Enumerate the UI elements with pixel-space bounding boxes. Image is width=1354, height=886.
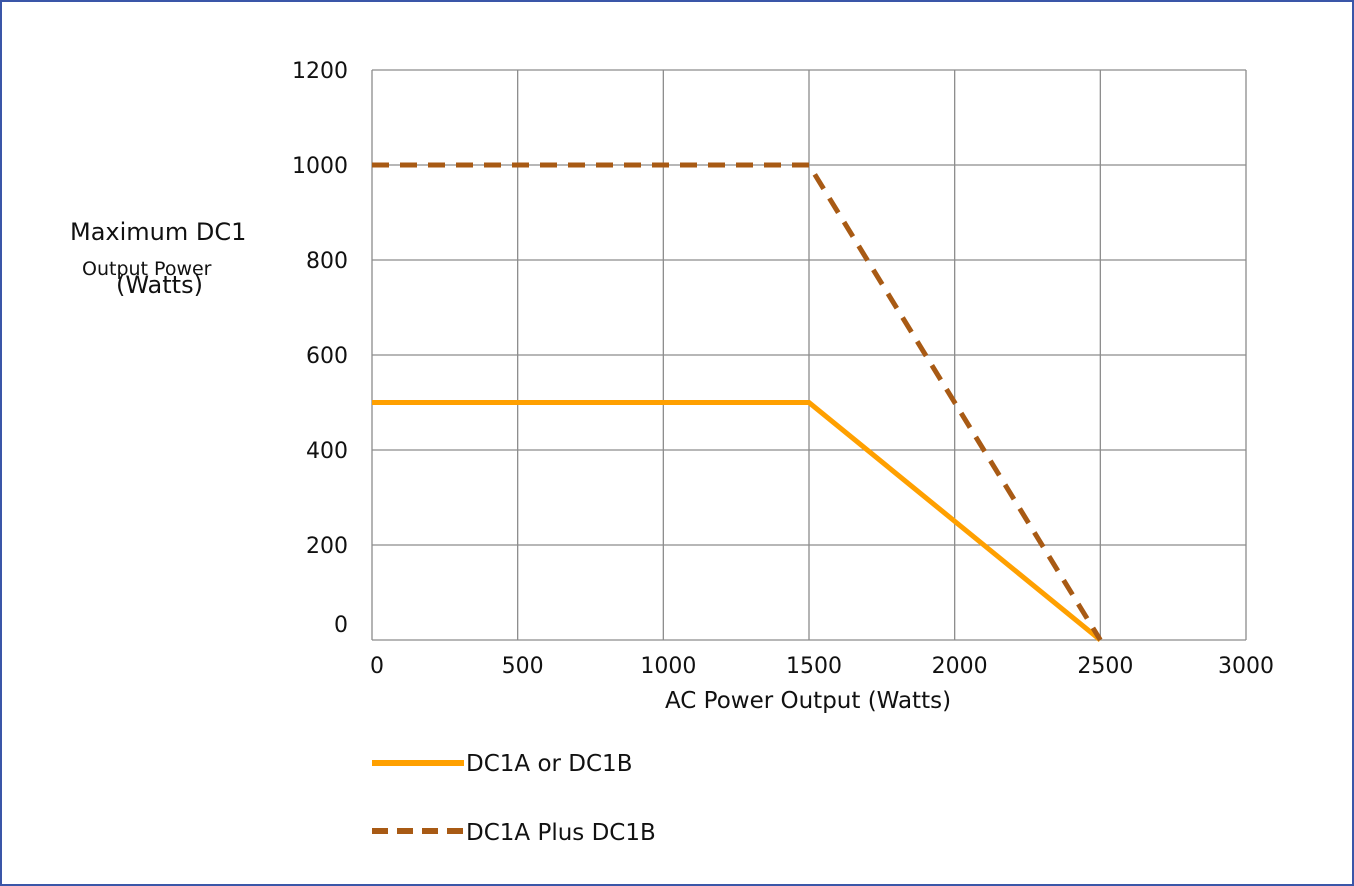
legend: DC1A or DC1B DC1A Plus DC1B bbox=[372, 751, 656, 846]
series-group bbox=[372, 162, 1103, 642]
y-tick-label: 400 bbox=[306, 439, 348, 464]
legend-label-dc1a-plus-dc1b: DC1A Plus DC1B bbox=[466, 820, 656, 846]
x-axis-label: AC Power Output (Watts) bbox=[665, 688, 951, 714]
x-tick-label: 2500 bbox=[1077, 654, 1133, 679]
x-tick-label: 2000 bbox=[932, 654, 988, 679]
x-tick-labels: 0 500 1000 1500 2000 2500 3000 bbox=[370, 654, 1274, 679]
y-tick-label: 1000 bbox=[292, 154, 348, 179]
grid bbox=[371, 69, 1247, 641]
x-tick-label: 1500 bbox=[786, 654, 842, 679]
y-axis-label-line-2: Output Power bbox=[82, 258, 212, 280]
series-line-dc1a-plus-dc1b bbox=[372, 162, 1103, 642]
y-tick-label: 800 bbox=[306, 249, 348, 274]
x-tick-label: 0 bbox=[370, 654, 384, 679]
y-tick-label: 200 bbox=[306, 534, 348, 559]
y-tick-label: 0 bbox=[334, 613, 348, 638]
x-tick-label: 3000 bbox=[1218, 654, 1274, 679]
x-tick-label: 1000 bbox=[640, 654, 696, 679]
y-tick-labels: 0 200 400 600 800 1000 1200 bbox=[292, 59, 348, 638]
y-tick-label: 600 bbox=[306, 344, 348, 369]
x-tick-label: 500 bbox=[502, 654, 544, 679]
y-tick-label: 1200 bbox=[292, 59, 348, 84]
legend-label-dc1a-or-dc1b: DC1A or DC1B bbox=[466, 751, 632, 777]
y-axis-label-line-3: (Watts) bbox=[116, 271, 203, 299]
y-axis-label-line-1: Maximum DC1 bbox=[70, 218, 246, 246]
series-line-dc1a-or-dc1b bbox=[372, 400, 1102, 642]
